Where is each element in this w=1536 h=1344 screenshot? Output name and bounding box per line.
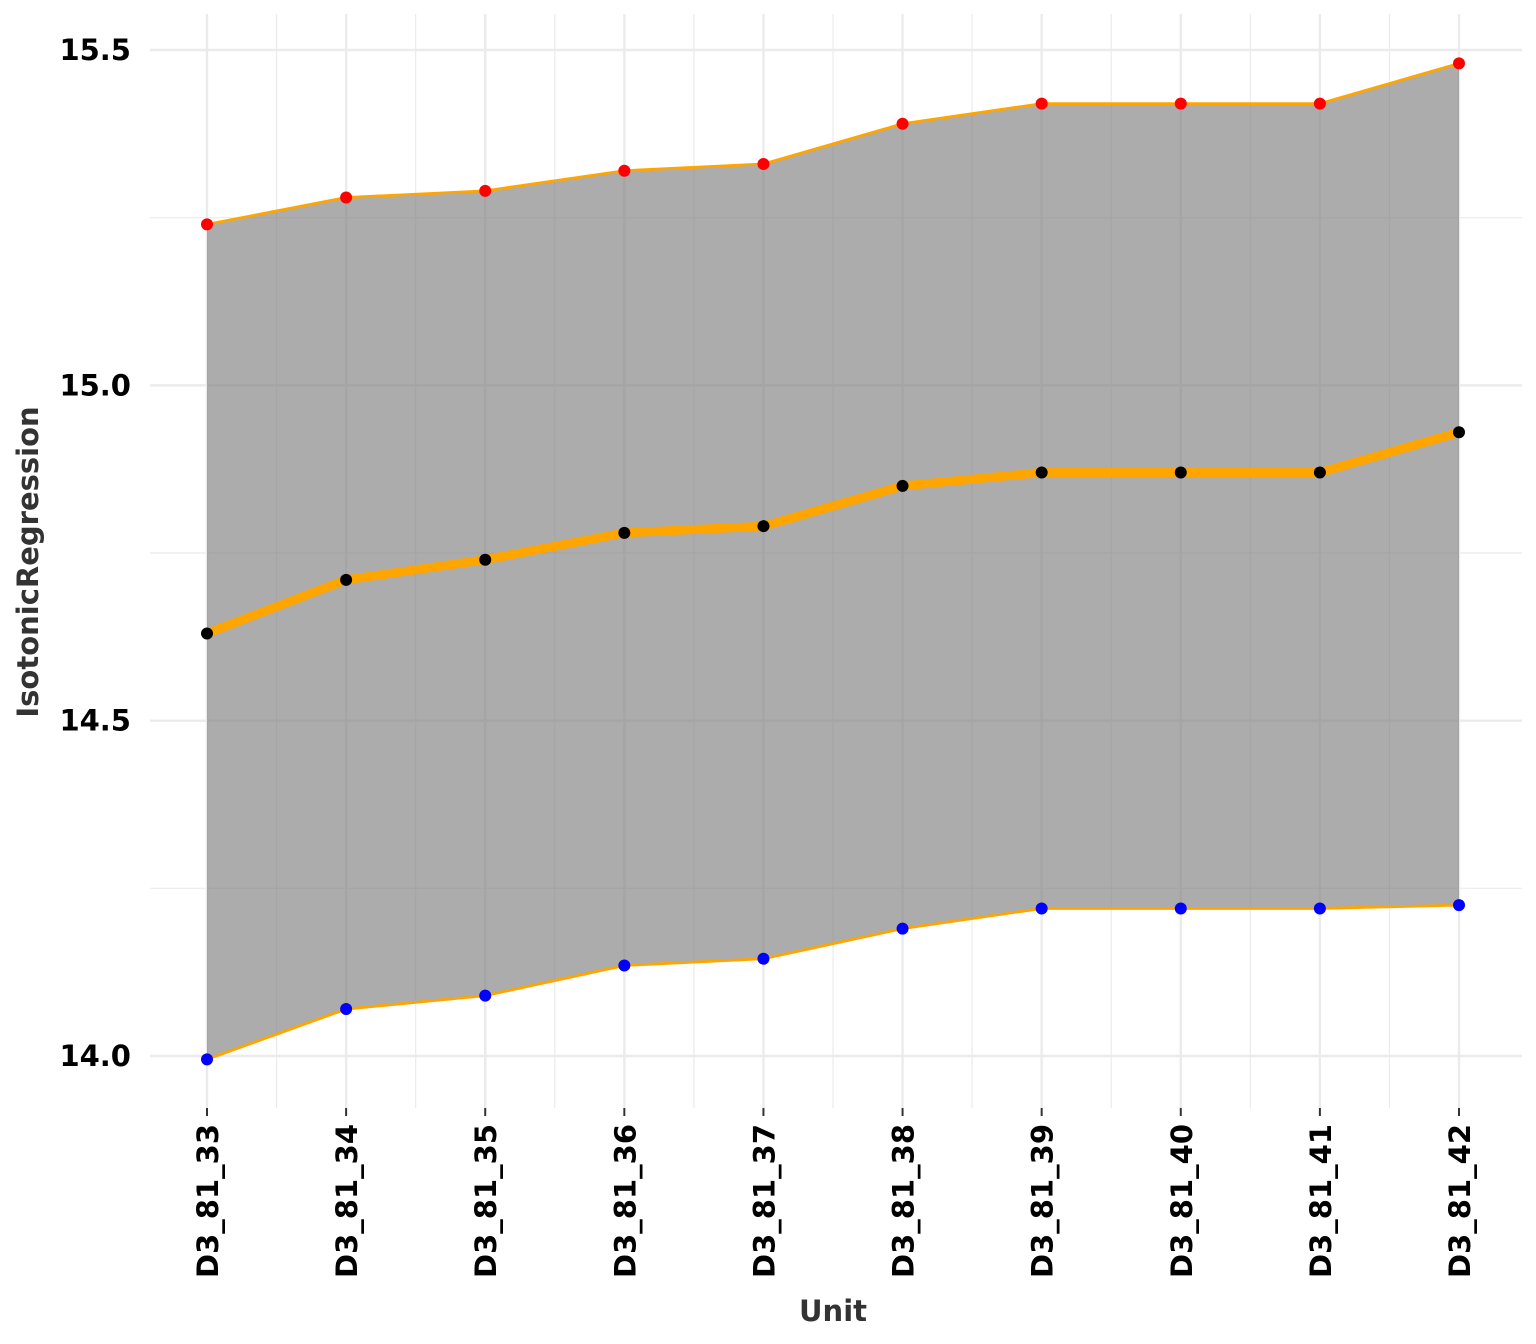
upper-bound-point (618, 164, 631, 177)
y-tick-label: 14.5 (59, 704, 131, 738)
series-points (201, 57, 1465, 1066)
fit-point (340, 573, 353, 586)
x-tick-label: D3_81_42 (1443, 1124, 1477, 1278)
lower-bound-point (1453, 899, 1465, 912)
x-tick-label: D3_81_34 (330, 1124, 364, 1278)
lower-bound-point (757, 952, 770, 965)
lower-bound-line (206, 903, 1460, 1061)
confidence-band-area (207, 63, 1459, 1060)
y-tick-label: 15.5 (59, 33, 131, 67)
lower-bound-point (479, 989, 492, 1002)
x-tick-label: D3_81_40 (1165, 1124, 1199, 1278)
upper-bound-point (896, 117, 909, 130)
lower-bound-point (1313, 902, 1326, 915)
upper-bound-point (1035, 97, 1048, 110)
lower-bound-point (201, 1053, 213, 1066)
fit-point (896, 479, 909, 492)
x-tick-label: D3_81_37 (747, 1124, 781, 1278)
upper-bound-line (206, 62, 1460, 226)
x-tick-label: D3_81_36 (608, 1124, 642, 1278)
fit-point (1313, 466, 1326, 479)
y-axis-ticks: 14.0 14.5 15.0 15.5 (59, 33, 131, 1073)
x-tick-label: D3_81_38 (887, 1124, 921, 1278)
x-tick-label: D3_81_35 (469, 1124, 503, 1278)
isotonic-fit-line (202, 427, 1464, 638)
upper-bound-point (1313, 97, 1326, 110)
fit-point (618, 526, 631, 539)
y-axis-title: IsotonicRegression (11, 406, 45, 717)
upper-bound-point (757, 158, 770, 171)
fit-point (757, 520, 770, 533)
confidence-band (207, 63, 1459, 1060)
x-tick-label: D3_81_39 (1026, 1124, 1060, 1278)
fit-point (201, 627, 213, 640)
fit-point (1453, 426, 1465, 439)
series-lines (202, 62, 1464, 1061)
fit-point (479, 553, 492, 566)
upper-bound-point (1174, 97, 1187, 110)
y-tick-label: 15.0 (59, 368, 131, 402)
fit-point (1035, 466, 1048, 479)
lower-bound-point (896, 922, 909, 935)
upper-bound-point (340, 191, 353, 204)
lower-bound-point (1174, 902, 1187, 915)
fit-point (1174, 466, 1187, 479)
upper-bound-point (479, 184, 492, 197)
lower-bound-point (1035, 902, 1048, 915)
x-tick-label: D3_81_41 (1304, 1124, 1338, 1278)
x-axis-ticks: D3_81_33 D3_81_34 D3_81_35 D3_81_36 D3_81_37… (191, 1108, 1477, 1278)
lower-bound-point (618, 959, 631, 972)
y-tick-label: 14.0 (59, 1039, 131, 1073)
x-tick-label: D3_81_33 (191, 1124, 225, 1278)
upper-bound-point (201, 218, 213, 231)
lower-bound-point (340, 1003, 353, 1016)
upper-bound-point (1453, 57, 1465, 70)
x-axis-title: Unit (799, 1294, 867, 1328)
